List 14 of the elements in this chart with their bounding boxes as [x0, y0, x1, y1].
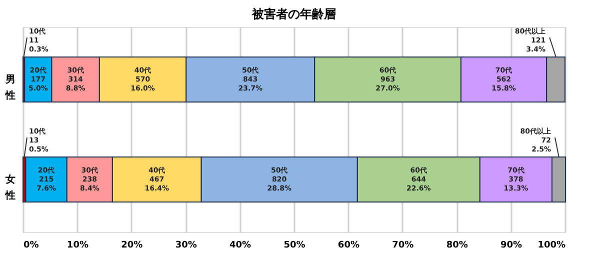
- y-tick-label: 男性: [4, 74, 16, 102]
- x-tick-label: 20%: [121, 240, 143, 250]
- x-tick-label: 30%: [175, 240, 197, 250]
- x-tick-label: 70%: [392, 240, 414, 250]
- y-tick-label: 女性: [4, 174, 16, 202]
- x-tick-label: 50%: [284, 240, 306, 250]
- x-tick-label: 40%: [230, 240, 252, 250]
- x-tick-label: 100%: [538, 240, 566, 250]
- x-tick-label: 80%: [446, 240, 468, 250]
- x-tick-label: 90%: [500, 240, 522, 250]
- chart-title: 被害者の年齢層: [251, 7, 336, 21]
- x-tick-label: 0%: [24, 240, 39, 250]
- x-tick-label: 60%: [338, 240, 360, 250]
- x-tick-label: 10%: [66, 240, 88, 250]
